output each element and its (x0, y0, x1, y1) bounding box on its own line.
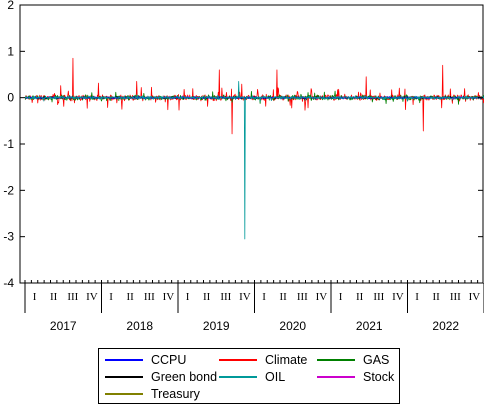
y-tick-label: -4 (3, 276, 14, 290)
legend-swatch (105, 376, 143, 378)
year-label: 2021 (356, 319, 383, 333)
y-tick-label: 1 (7, 44, 14, 58)
quarter-label: I (339, 291, 343, 303)
legend-item-ccpu: CCPU (105, 353, 186, 367)
legend-item-stock: Stock (317, 370, 394, 384)
year-label: 2020 (279, 319, 306, 333)
series-line-oil (24, 81, 484, 240)
legend-item-oil: OIL (219, 370, 285, 384)
legend-label: Treasury (151, 387, 200, 401)
legend-label: Green bond (151, 370, 218, 384)
quarter-label: II (127, 291, 135, 303)
legend-item-climate: Climate (219, 353, 307, 367)
quarter-label: II (433, 291, 441, 303)
quarter-label: IV (469, 291, 481, 303)
legend: CCPU Climate GAS Green bond OIL Stock Tr… (98, 348, 400, 404)
quarter-label: III (297, 291, 308, 303)
quarter-label: IV (392, 291, 404, 303)
legend-label: GAS (363, 353, 390, 367)
quarter-label: IV (239, 291, 251, 303)
y-tick-label: -3 (3, 230, 14, 244)
legend-swatch (317, 376, 355, 378)
year-label: 2018 (126, 319, 153, 333)
legend-swatch (317, 359, 355, 361)
legend-swatch (105, 359, 143, 361)
legend-label: CCPU (151, 353, 187, 367)
legend-item-gas: GAS (317, 353, 389, 367)
quarter-label: III (373, 291, 384, 303)
year-label: 2019 (203, 319, 230, 333)
y-tick-label: 2 (7, 0, 14, 12)
legend-label: Climate (265, 353, 308, 367)
quarter-label: II (356, 291, 364, 303)
plot-area (19, 4, 484, 284)
legend-item-treasury: Treasury (105, 387, 200, 401)
quarter-label: III (450, 291, 461, 303)
quarter-label: I (415, 291, 419, 303)
y-tick-label: -1 (3, 137, 14, 151)
legend-label: Stock (363, 370, 395, 384)
legend-label: OIL (265, 370, 286, 384)
quarter-label: II (203, 291, 211, 303)
series-layer (24, 57, 484, 240)
legend-item-green-bond: Green bond (105, 370, 217, 384)
quarter-label: IV (316, 291, 328, 303)
year-label: 2017 (50, 319, 77, 333)
y-tick-label: 0 (7, 91, 14, 105)
legend-swatch (105, 393, 143, 395)
y-tick-label: -2 (3, 183, 14, 197)
year-label: 2022 (432, 319, 459, 333)
quarter-label: IV (163, 291, 175, 303)
quarter-label: I (109, 291, 113, 303)
legend-swatch (219, 376, 257, 378)
quarter-label: I (262, 291, 266, 303)
legend-swatch (219, 359, 257, 361)
quarter-label: III (67, 291, 78, 303)
quarter-label: II (280, 291, 288, 303)
quarter-label: I (33, 291, 37, 303)
quarter-label: II (50, 291, 58, 303)
quarter-label: IV (86, 291, 98, 303)
quarter-label: I (186, 291, 190, 303)
quarter-label: III (144, 291, 155, 303)
quarter-label: III (220, 291, 231, 303)
